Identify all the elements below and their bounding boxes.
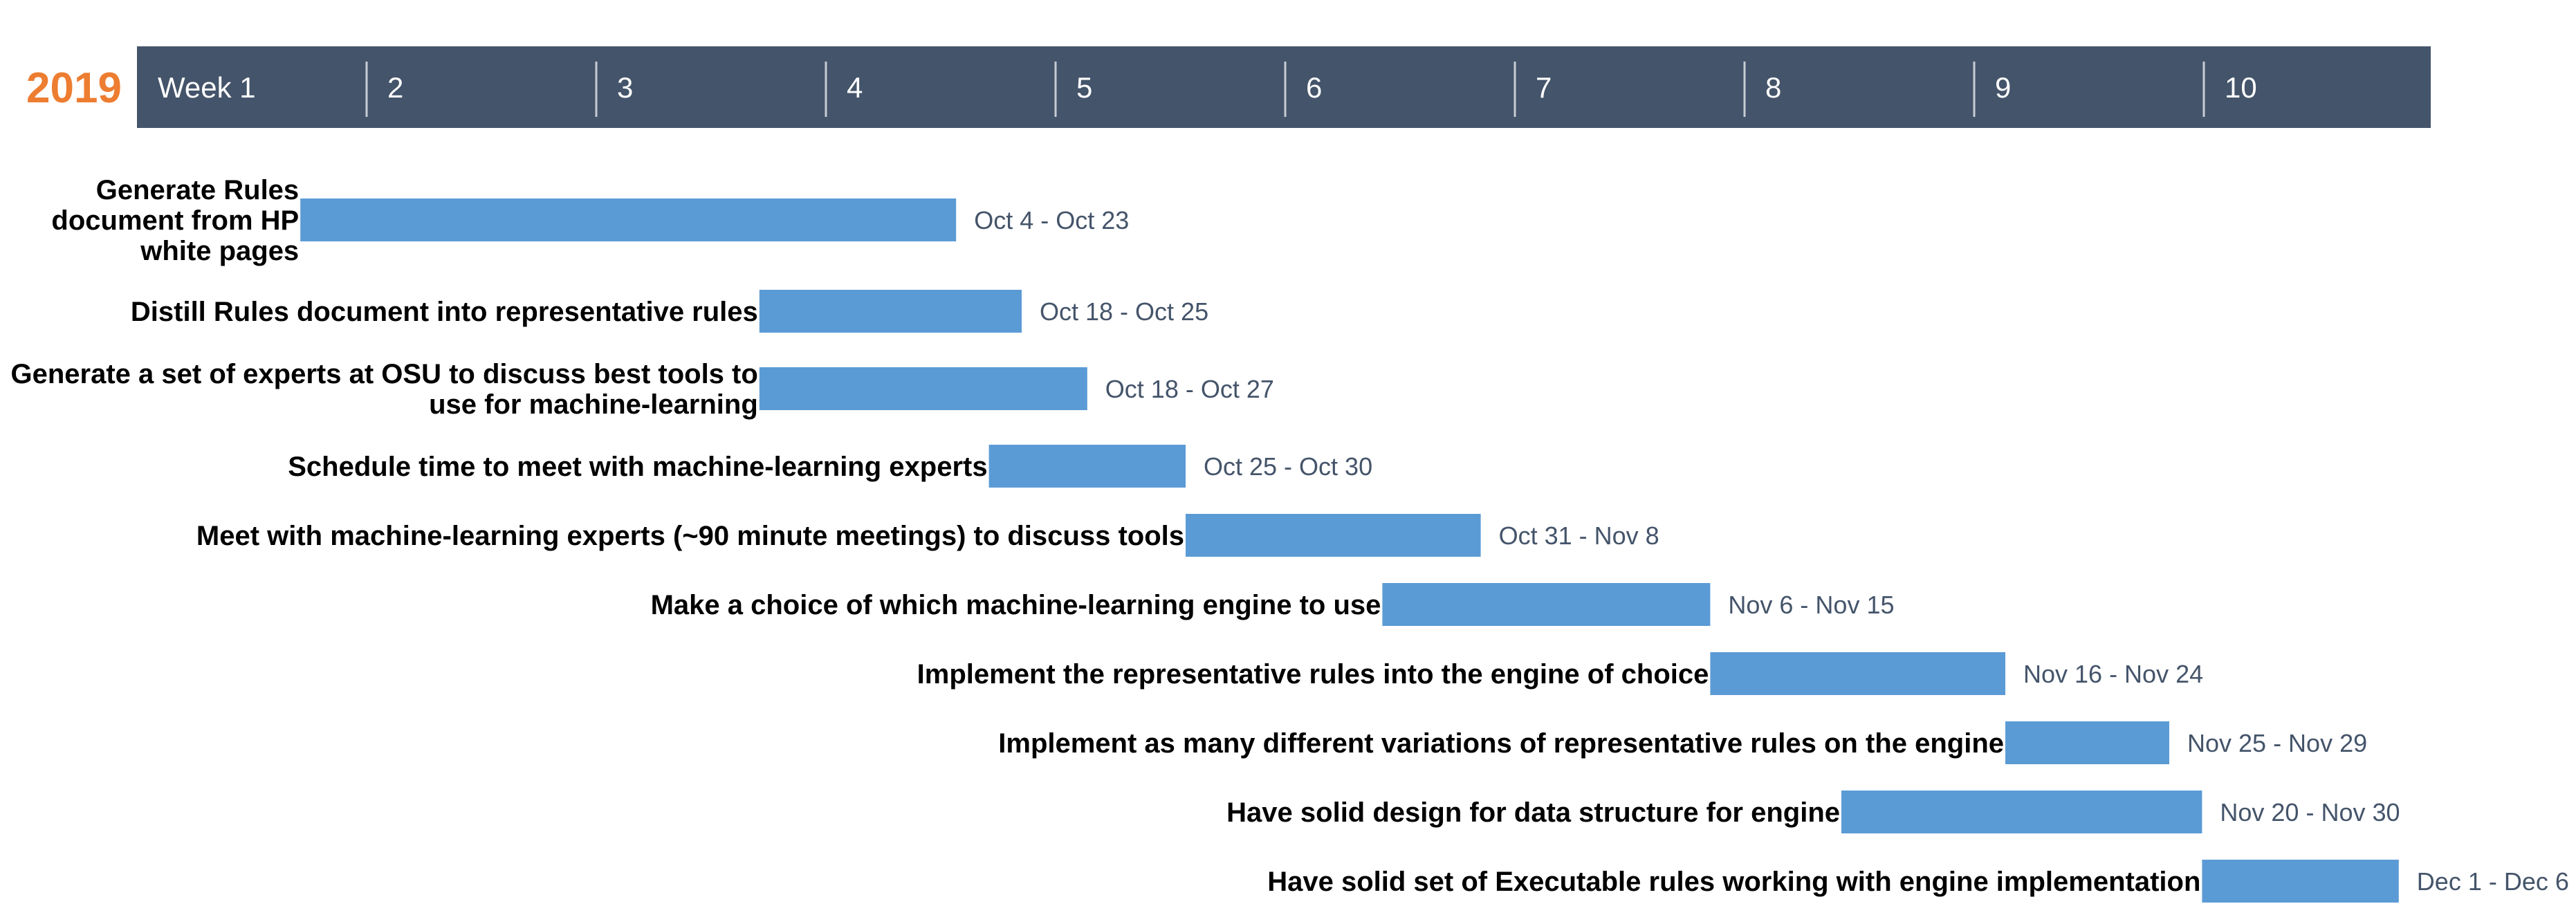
date-range-label: Nov 20 - Nov 30	[2220, 798, 2400, 826]
date-range-label: Oct 31 - Nov 8	[1499, 521, 1659, 550]
task-label: Schedule time to meet with machine-learn…	[288, 452, 987, 482]
date-range-label: Nov 16 - Nov 24	[2023, 660, 2203, 688]
task-bar	[1841, 791, 2202, 833]
date-range-label: Nov 25 - Nov 29	[2187, 729, 2367, 757]
week-label: 7	[1536, 71, 1552, 104]
task-bar	[759, 290, 1022, 333]
task-label-line: white pages	[140, 236, 299, 266]
week-label: 6	[1306, 71, 1322, 104]
task-label-line: use for machine-learning	[429, 389, 758, 420]
task-label-line: Have solid design for data structure for…	[1226, 797, 1840, 828]
task-label: Generate a set of experts at OSU to disc…	[11, 359, 758, 420]
task-label: Implement the representative rules into …	[917, 659, 1709, 690]
task-label-line: Generate Rules	[96, 175, 299, 205]
task-label: Have solid set of Executable rules worki…	[1267, 867, 2200, 897]
date-range-label: Dec 1 - Dec 6	[2417, 867, 2569, 896]
date-range-label: Oct 25 - Oct 30	[1204, 452, 1372, 481]
task-bar	[1186, 514, 1481, 557]
task-label-line: Meet with machine-learning experts (~90 …	[196, 521, 1184, 551]
week-label: 5	[1076, 71, 1092, 104]
task-bar	[988, 445, 1186, 488]
date-range-label: Oct 4 - Oct 23	[974, 206, 1129, 234]
task-label: Generate Rules document from HP white page…	[51, 175, 299, 266]
week-header-band	[137, 46, 2431, 128]
task-label: Distill Rules document into representati…	[131, 297, 758, 327]
year-label: 2019	[26, 64, 122, 112]
task-bar	[1710, 652, 2005, 695]
date-range-label: Oct 18 - Oct 25	[1040, 297, 1208, 326]
week-label: 4	[847, 71, 863, 104]
task-label: Make a choice of which machine-learning …	[651, 590, 1381, 620]
task-label-line: Schedule time to meet with machine-learn…	[288, 452, 987, 482]
task-label-line: Distill Rules document into representati…	[131, 297, 758, 327]
task-label: Have solid design for data structure for…	[1226, 797, 1840, 828]
week-label: 8	[1765, 71, 1781, 104]
task-label-line: Make a choice of which machine-learning …	[651, 590, 1381, 620]
task-label: Meet with machine-learning experts (~90 …	[196, 521, 1184, 551]
week-label: 10	[2225, 71, 2257, 104]
task-label: Implement as many different variations o…	[998, 728, 2004, 759]
task-label-line: document from HP	[51, 205, 299, 236]
task-bar	[300, 198, 957, 241]
week-label: 3	[617, 71, 633, 104]
task-label-line: Generate a set of experts at OSU to disc…	[11, 359, 758, 389]
week-label: 9	[1995, 71, 2011, 104]
week-label: 2	[387, 71, 403, 104]
date-range-label: Nov 6 - Nov 15	[1728, 591, 1894, 619]
task-bar	[1382, 583, 1711, 626]
task-label-line: Have solid set of Executable rules worki…	[1267, 867, 2200, 897]
week-label: Week 1	[158, 71, 256, 104]
task-label-line: Implement the representative rules into …	[917, 659, 1709, 690]
task-bar	[2005, 721, 2169, 764]
date-range-label: Oct 18 - Oct 27	[1105, 375, 1274, 403]
task-bar	[2202, 860, 2399, 903]
task-label-line: Implement as many different variations o…	[998, 728, 2004, 759]
task-bar	[759, 367, 1087, 410]
